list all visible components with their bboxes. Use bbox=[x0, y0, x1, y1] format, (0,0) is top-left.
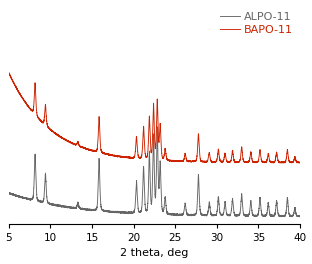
ALPO-11 bbox=[192, 214, 196, 217]
BAPO-11 bbox=[254, 161, 257, 164]
ALPO-11 bbox=[7, 191, 11, 195]
ALPO-11 bbox=[261, 215, 265, 218]
X-axis label: 2 theta, deg: 2 theta, deg bbox=[120, 248, 188, 258]
ALPO-11 bbox=[179, 213, 183, 216]
ALPO-11 bbox=[112, 210, 116, 213]
Line: ALPO-11: ALPO-11 bbox=[9, 127, 300, 217]
BAPO-11 bbox=[7, 71, 11, 74]
ALPO-11 bbox=[298, 215, 302, 218]
Legend: ALPO-11, BAPO-11: ALPO-11, BAPO-11 bbox=[219, 11, 294, 36]
BAPO-11 bbox=[223, 153, 227, 156]
BAPO-11 bbox=[22, 98, 25, 102]
ALPO-11 bbox=[238, 210, 242, 214]
BAPO-11 bbox=[298, 161, 302, 164]
ALPO-11 bbox=[22, 196, 25, 200]
ALPO-11 bbox=[155, 125, 159, 128]
BAPO-11 bbox=[179, 160, 183, 163]
ALPO-11 bbox=[223, 204, 227, 207]
Line: BAPO-11: BAPO-11 bbox=[9, 73, 300, 163]
BAPO-11 bbox=[7, 72, 11, 75]
BAPO-11 bbox=[238, 158, 242, 161]
BAPO-11 bbox=[192, 160, 196, 163]
BAPO-11 bbox=[112, 154, 116, 158]
